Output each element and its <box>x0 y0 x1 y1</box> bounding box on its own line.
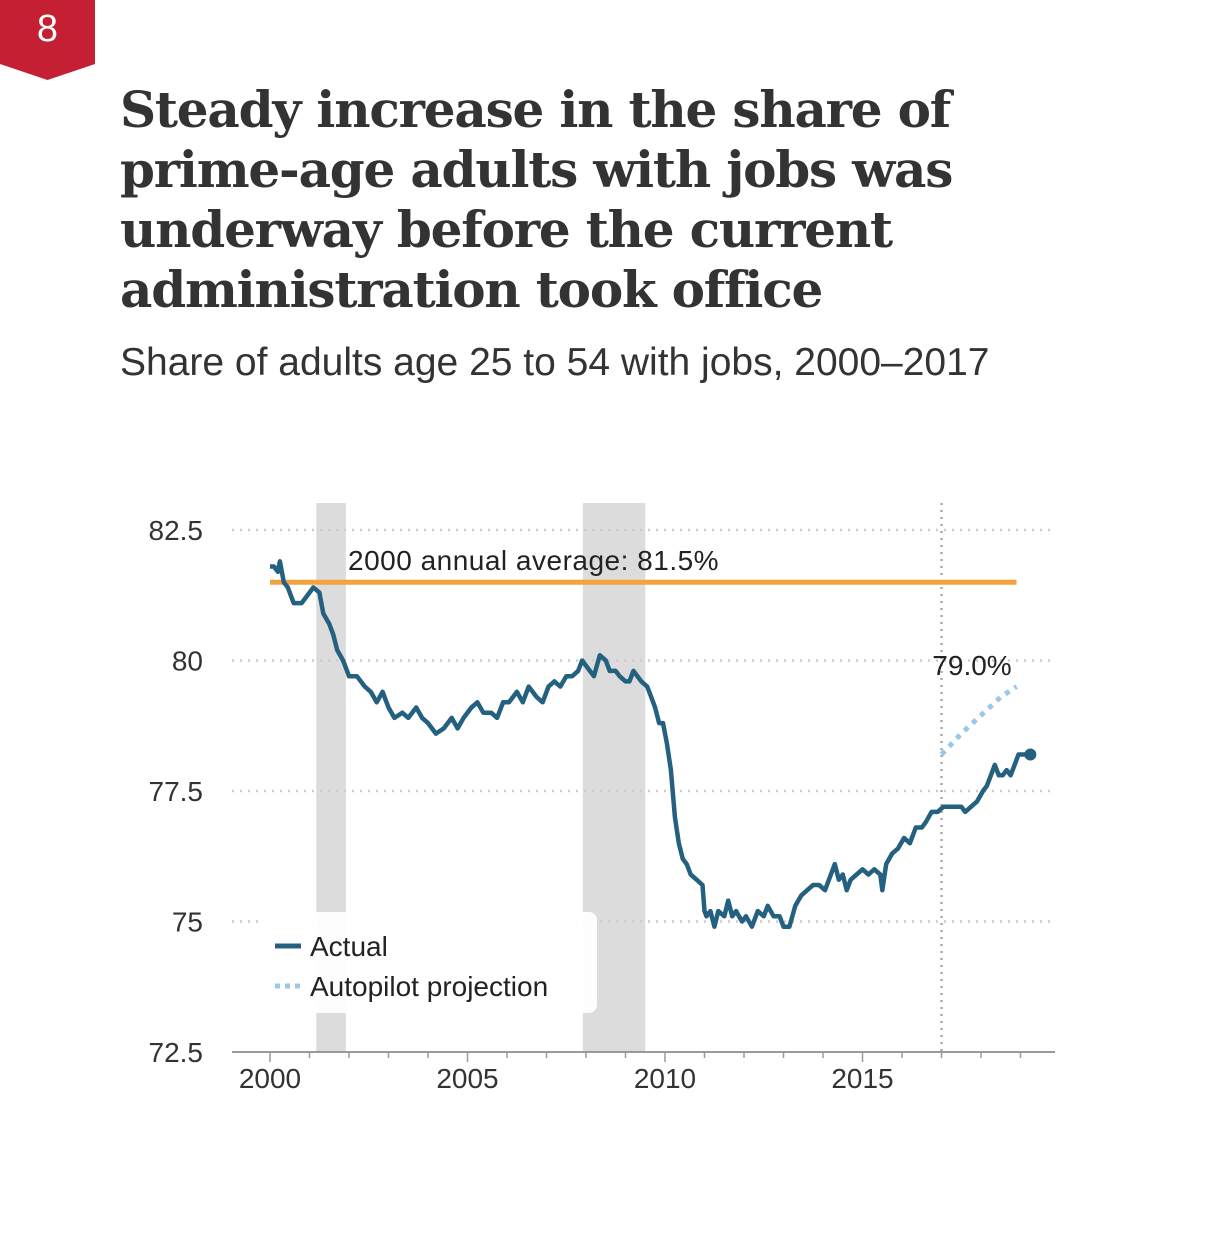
chart-subtitle: Share of adults age 25 to 54 with jobs, … <box>120 341 990 384</box>
figure-number-badge: 8 <box>0 0 95 80</box>
end-value-label: 79.0% <box>932 650 1011 681</box>
y-tick-label: 80 <box>172 646 203 677</box>
legend-label-actual: Actual <box>310 931 388 962</box>
x-tick-label: 2000 <box>239 1063 301 1094</box>
x-tick-label: 2015 <box>831 1063 893 1094</box>
y-tick-label: 82.5 <box>149 515 204 546</box>
legend-box <box>260 912 597 1013</box>
figure-number: 8 <box>36 8 59 50</box>
x-tick-label: 2005 <box>436 1063 498 1094</box>
series-line-actual <box>270 559 1031 929</box>
x-tick-label: 2010 <box>634 1063 696 1094</box>
reference-line-label: 2000 annual average: 81.5% <box>348 545 719 576</box>
y-tick-label: 75 <box>172 907 203 938</box>
series-line-projection <box>939 684 1018 757</box>
chart-title: Steady increase in the share of prime-ag… <box>120 80 953 319</box>
series-end-point <box>1024 748 1037 761</box>
legend-label-projection: Autopilot projection <box>310 971 548 1002</box>
y-tick-label: 72.5 <box>149 1037 204 1068</box>
y-tick-label: 77.5 <box>149 776 204 807</box>
badge-shape <box>0 0 95 80</box>
